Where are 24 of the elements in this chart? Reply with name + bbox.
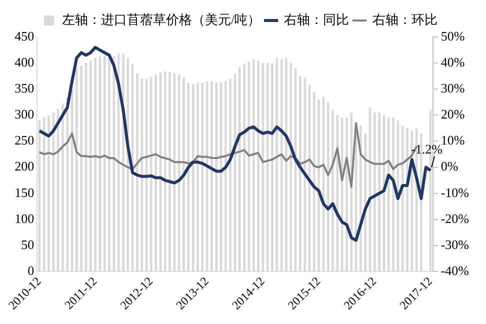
y-tick-label: 100 (14, 210, 34, 226)
legend-label: 右轴：同比 (284, 12, 350, 27)
y2-tick-label: -10% (440, 184, 470, 200)
y-tick-label: 200 (14, 158, 34, 174)
y-tick-label: 400 (14, 54, 34, 70)
y2-tick-label: -30% (440, 236, 470, 252)
y-tick-label: 150 (14, 184, 34, 200)
legend-label: 左轴：进口苜蓿草价格（美元/吨） (62, 12, 261, 27)
y2-tick-label: 30% (440, 80, 465, 96)
y-tick-label: 450 (14, 28, 34, 44)
y2-tick-label: 20% (440, 106, 465, 122)
y-tick-label: 0 (28, 262, 34, 278)
y2-tick-label: -20% (440, 210, 470, 226)
y2-tick-label: 10% (440, 132, 465, 148)
y-tick-label: 50 (21, 236, 34, 252)
annotation: -1.2% (411, 141, 443, 156)
y2-tick-label: 40% (440, 54, 465, 70)
legend-label: 右轴：环比 (372, 12, 438, 27)
y-tick-label: 350 (14, 80, 34, 96)
y-tick-label: 250 (14, 132, 34, 148)
y2-tick-label: 0% (440, 158, 458, 174)
y2-tick-label: -40% (440, 262, 470, 278)
y2-tick-label: 50% (440, 28, 465, 44)
y-tick-label: 300 (14, 106, 34, 122)
